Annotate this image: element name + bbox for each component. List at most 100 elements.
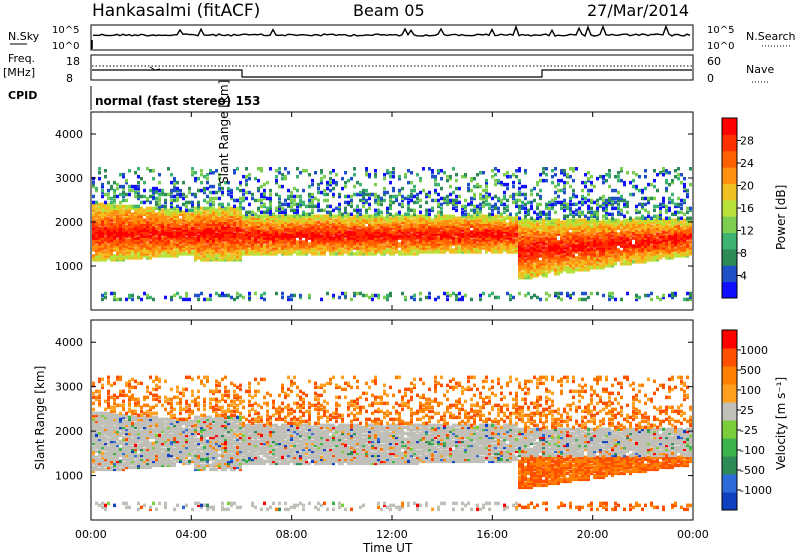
heatmap-cell — [362, 205, 365, 209]
heatmap-cell — [173, 294, 176, 298]
heatmap-cell — [578, 252, 581, 256]
heatmap-cell — [329, 211, 332, 215]
heatmap-cell — [353, 193, 356, 197]
heatmap-cell — [368, 203, 371, 207]
heatmap-cell — [530, 246, 533, 250]
heatmap-cell — [380, 197, 383, 201]
heatmap-cell — [368, 296, 371, 300]
heatmap-cell — [572, 193, 575, 197]
heatmap-cell — [395, 195, 398, 199]
heatmap-cell — [542, 167, 545, 171]
heatmap-cell — [293, 209, 296, 213]
heatmap-cell — [125, 224, 128, 228]
heatmap-cell — [194, 171, 197, 175]
heatmap-cell — [176, 209, 179, 213]
heatmap-cell — [215, 254, 218, 258]
heatmap-cell — [293, 187, 296, 191]
heatmap-cell — [113, 292, 116, 296]
heatmap-cell — [299, 171, 302, 175]
heatmap-cell — [260, 294, 263, 298]
heatmap-cell — [302, 211, 305, 215]
heatmap-cell — [494, 195, 497, 199]
heatmap-cell — [569, 185, 572, 189]
heatmap-cell — [134, 205, 137, 209]
heatmap-cell — [170, 211, 173, 215]
heatmap-cell — [263, 215, 266, 219]
heatmap-cell — [356, 193, 359, 197]
heatmap-cell — [413, 185, 416, 189]
heatmap-cell — [326, 205, 329, 209]
heatmap-cell — [461, 205, 464, 209]
heatmap-cell — [200, 211, 203, 215]
heatmap-cell — [554, 201, 557, 205]
heatmap-cell — [299, 294, 302, 298]
heatmap-cell — [365, 193, 368, 197]
heatmap-cell — [401, 195, 404, 199]
heatmap-cell — [527, 248, 530, 252]
heatmap-cell — [599, 264, 602, 268]
heatmap-cell — [551, 169, 554, 173]
heatmap-cell — [239, 294, 242, 298]
heatmap-cell — [197, 189, 200, 193]
heatmap-cell — [182, 211, 185, 215]
heatmap-cell — [467, 220, 470, 224]
heatmap-cell — [452, 248, 455, 252]
heatmap-cell — [338, 234, 341, 238]
heatmap-cell — [587, 177, 590, 181]
heatmap-cell — [152, 298, 155, 302]
heatmap-cell — [407, 207, 410, 211]
heatmap-cell — [476, 183, 479, 187]
heatmap-cell — [182, 193, 185, 197]
heatmap-cell — [92, 181, 95, 185]
heatmap-cell — [575, 256, 578, 260]
heatmap-cell — [455, 294, 458, 298]
heatmap-cell — [359, 191, 362, 195]
heatmap-cell — [449, 240, 452, 244]
heatmap-cell — [149, 234, 152, 238]
heatmap-cell — [497, 207, 500, 211]
heatmap-cell — [320, 191, 323, 195]
heatmap-cell — [218, 197, 221, 201]
heatmap-cell — [158, 173, 161, 177]
heatmap-cell — [389, 181, 392, 185]
heatmap-cell — [368, 193, 371, 197]
heatmap-cell — [506, 205, 509, 209]
heatmap-cell — [188, 213, 191, 217]
heatmap-cell — [248, 226, 251, 230]
heatmap-cell — [248, 211, 251, 215]
heatmap-cell — [137, 185, 140, 189]
heatmap-cell — [584, 219, 587, 223]
heatmap-cell — [578, 201, 581, 205]
heatmap-cell — [206, 187, 209, 191]
heatmap-cell — [263, 298, 266, 302]
heatmap-cell — [161, 213, 164, 217]
heatmap-cell — [227, 207, 230, 211]
heatmap-cell — [410, 199, 413, 203]
heatmap-cell — [596, 232, 599, 236]
heatmap-cell — [245, 244, 248, 248]
heatmap-cell — [383, 296, 386, 300]
heatmap-cell — [398, 234, 401, 238]
heatmap-cell — [194, 211, 197, 215]
heatmap-cell — [104, 175, 107, 179]
heatmap-cell — [317, 252, 320, 256]
beam-title: Beam 05 — [353, 1, 425, 20]
heatmap-cell — [557, 201, 560, 205]
heatmap-cell — [161, 209, 164, 213]
cpid-text: normal (fast stereo) 153 — [95, 94, 261, 108]
heatmap-cell — [203, 298, 206, 302]
heatmap-cell — [347, 222, 350, 226]
heatmap-cell — [494, 183, 497, 187]
heatmap-cell — [563, 250, 566, 254]
heatmap-cell — [185, 236, 188, 240]
heatmap-cell — [425, 201, 428, 205]
heatmap-cell — [317, 209, 320, 213]
heatmap-cell — [341, 177, 344, 181]
heatmap-cell — [470, 197, 473, 201]
heatmap-cell — [434, 199, 437, 203]
heatmap-cell — [566, 181, 569, 185]
heatmap-cell — [410, 181, 413, 185]
heatmap-cell — [224, 242, 227, 246]
heatmap-cell — [392, 167, 395, 171]
heatmap-cell — [356, 252, 359, 256]
